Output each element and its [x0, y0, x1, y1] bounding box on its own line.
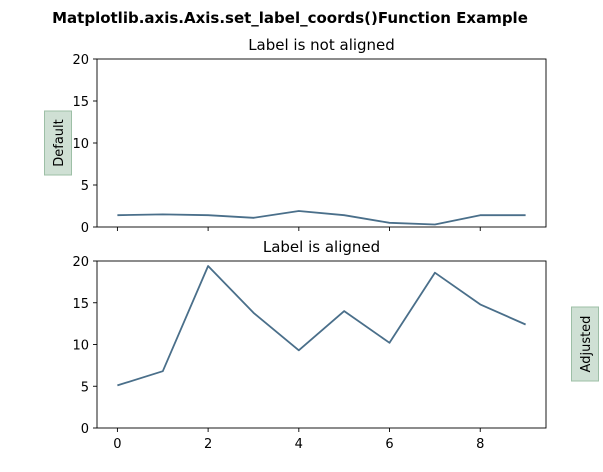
y-axis-label-text: Adjusted	[579, 316, 594, 373]
subplot-bottom: Label is aligned 0 5 10 15 20 0 2 4 6 8 Adjusted	[72, 238, 599, 452]
data-point	[162, 370, 164, 372]
data-point	[117, 214, 119, 216]
series-line	[117, 265, 526, 387]
y-axis-label: Default	[44, 110, 72, 176]
x-tick-label: 6	[385, 437, 393, 452]
data-point	[434, 272, 436, 274]
axes-frame	[96, 260, 547, 429]
figure-suptitle: Matplotlib.axis.Axis.set_label_coords()F…	[52, 9, 528, 27]
data-point	[298, 210, 300, 212]
data-point	[343, 310, 345, 312]
data-point	[525, 214, 527, 216]
y-tick-label: 5	[81, 179, 89, 194]
y-tick-label: 20	[72, 53, 89, 68]
y-axis-label: Adjusted	[571, 306, 599, 382]
data-point	[434, 224, 436, 226]
data-point	[343, 214, 345, 216]
y-tick-label: 15	[72, 297, 89, 312]
data-point	[525, 324, 527, 326]
x-tick-label: 8	[476, 437, 484, 452]
x-tick-label: 0	[113, 437, 121, 452]
x-tick-label: 4	[295, 437, 303, 452]
data-point	[162, 214, 164, 216]
y-axis-label-box	[571, 306, 599, 382]
subplot-title: Label is not aligned	[248, 36, 395, 54]
y-tick-label: 0	[81, 422, 89, 437]
data-point	[298, 349, 300, 351]
subplot-title: Label is aligned	[263, 238, 380, 256]
y-tick-label: 15	[72, 95, 89, 110]
data-point	[253, 312, 255, 314]
y-tick-label: 10	[72, 137, 89, 152]
subplot-top: Label is not aligned 0 5 10 15 20 Default	[44, 36, 547, 236]
data-point	[479, 304, 481, 306]
data-point	[117, 385, 119, 387]
axes-frame	[96, 58, 547, 228]
data-point	[389, 342, 391, 344]
series-line	[117, 210, 526, 226]
data-point	[207, 214, 209, 216]
y-tick-label: 0	[81, 221, 89, 236]
data-point	[479, 214, 481, 216]
x-tick-label: 2	[204, 437, 212, 452]
y-tick-label: 5	[81, 380, 89, 395]
y-tick-label: 20	[72, 255, 89, 270]
y-tick-label: 10	[72, 339, 89, 354]
y-axis-label-text: Default	[52, 119, 67, 167]
y-axis-label-box	[44, 110, 72, 176]
data-point	[253, 217, 255, 219]
data-point	[389, 222, 391, 224]
data-point	[207, 265, 209, 267]
